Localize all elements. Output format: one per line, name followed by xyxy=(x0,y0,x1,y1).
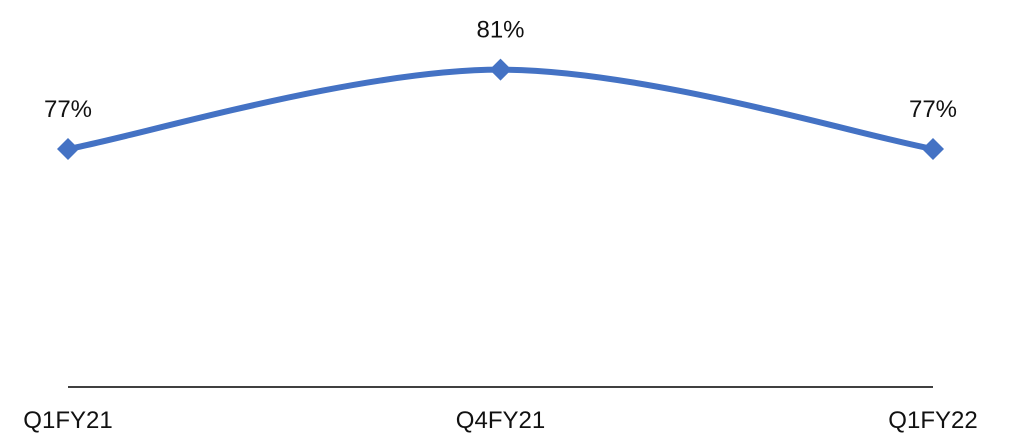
data-label: 81% xyxy=(476,17,524,44)
series-layer xyxy=(57,58,944,160)
data-point-marker xyxy=(922,138,944,160)
data-labels: 77% 81% 77% xyxy=(44,17,957,123)
data-label: 77% xyxy=(909,96,957,123)
x-tick-label: Q1FY22 xyxy=(888,407,977,434)
x-tick-label: Q4FY21 xyxy=(456,407,545,434)
x-axis-tick-labels: Q1FY21 Q4FY21 Q1FY22 xyxy=(23,407,977,434)
x-tick-label: Q1FY21 xyxy=(23,407,112,434)
data-point-marker xyxy=(489,58,512,81)
data-label: 77% xyxy=(44,96,92,123)
series-line xyxy=(65,66,936,152)
data-point-marker xyxy=(57,138,79,160)
